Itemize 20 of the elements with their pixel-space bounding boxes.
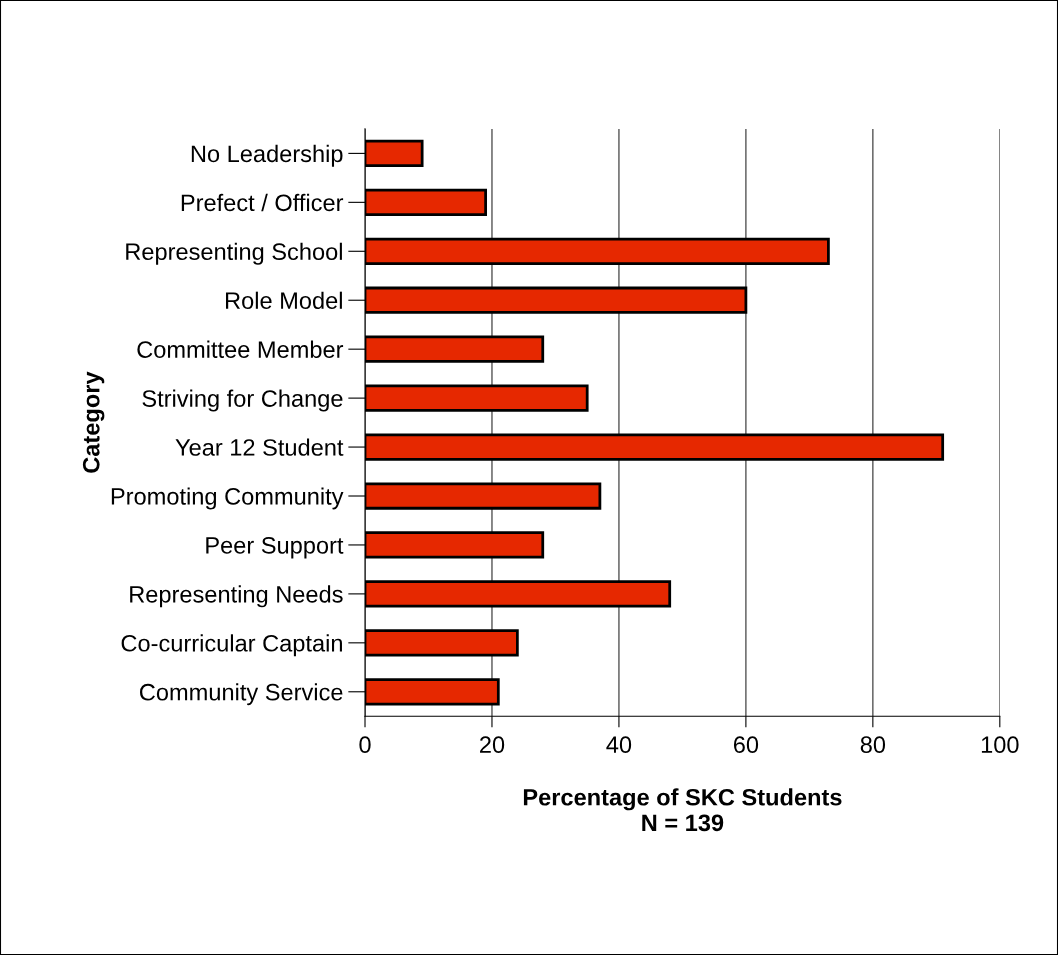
x-tick-label: 40: [606, 736, 632, 754]
x-tick-label: 60: [733, 736, 759, 754]
y-tick-label: Promoting Community: [111, 487, 344, 510]
y-tick-label: Prefect / Officer: [181, 193, 344, 212]
y-tick-label: Committee Member: [137, 340, 344, 358]
x-tick-label: 80: [860, 736, 886, 754]
x-tick-label: 0: [359, 736, 371, 754]
y-tick-label: Striving for Change: [142, 389, 343, 412]
x-axis-title: Percentage of SKC Students N = 139: [523, 788, 842, 832]
y-tick-label: Year 12 Student: [175, 438, 344, 456]
y-tick-label: Representing School: [126, 242, 342, 265]
y-tick-label: Co-curricular Captain: [121, 634, 342, 657]
x-tick-label: 20: [480, 736, 505, 754]
y-tick-label: Role Model: [226, 291, 342, 310]
y-tick-label: Representing Needs: [130, 585, 343, 608]
x-tick-label: 100: [981, 736, 1019, 754]
y-tick-label: No Leadership: [191, 144, 343, 167]
y-tick-label: Community Service: [140, 683, 343, 706]
y-axis-title: Category: [82, 371, 105, 473]
y-tick-label: Peer Support: [206, 537, 344, 559]
